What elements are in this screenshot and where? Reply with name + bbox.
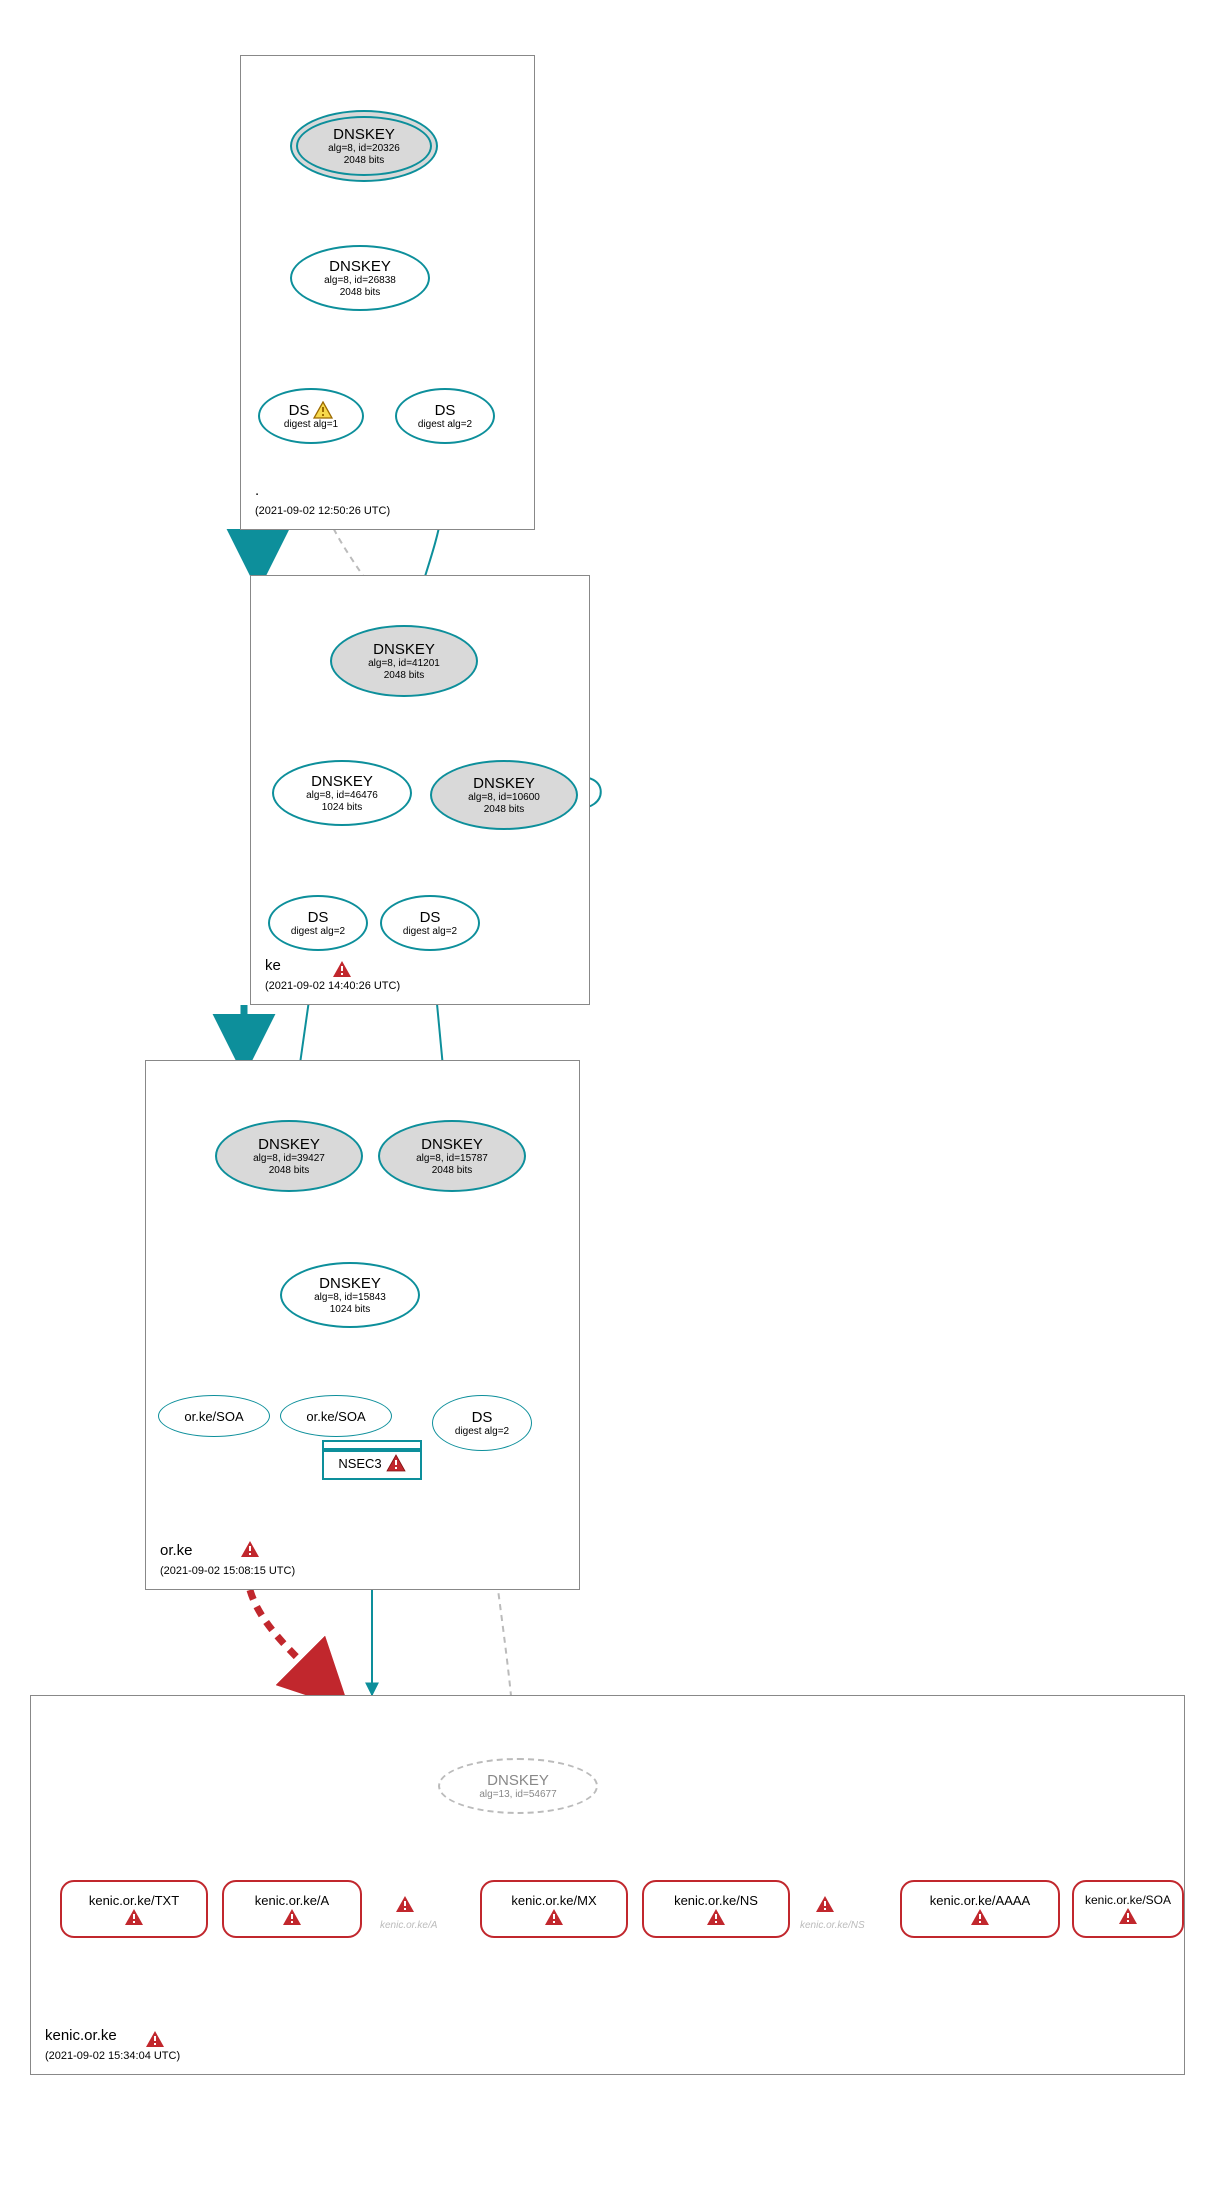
node-sub1: digest alg=2 xyxy=(455,1426,509,1438)
node-sub2: 1024 bits xyxy=(322,802,363,814)
node-kenic-a: kenic.or.ke/A xyxy=(222,1880,362,1938)
node-orke-ksk2: DNSKEY alg=8, id=15787 2048 bits xyxy=(378,1120,526,1192)
zone-kenic-label: kenic.or.ke xyxy=(45,2027,117,2044)
node-root-ksk: DNSKEY alg=8, id=20326 2048 bits xyxy=(290,110,438,182)
zone-orke-label: or.ke xyxy=(160,1542,193,1559)
node-orke-nsec3: NSEC3 xyxy=(322,1440,422,1480)
node-title: kenic.or.ke/A xyxy=(255,1893,329,1908)
node-kenic-mx: kenic.or.ke/MX xyxy=(480,1880,628,1938)
node-title: kenic.or.ke/MX xyxy=(511,1893,596,1908)
ds1-row: DS xyxy=(289,401,334,419)
node-orke-ds: DS digest alg=2 xyxy=(432,1395,532,1451)
error-icon xyxy=(124,1908,144,1926)
error-icon xyxy=(544,1908,564,1926)
node-title: DNSKEY xyxy=(329,258,391,275)
node-orke-zsk: DNSKEY alg=8, id=15843 1024 bits xyxy=(280,1262,420,1328)
node-sub2: 2048 bits xyxy=(484,804,525,816)
ghost-label-a: kenic.or.ke/A xyxy=(380,1920,437,1931)
node-sub1: alg=8, id=46476 xyxy=(306,790,378,802)
node-sub1: alg=8, id=41201 xyxy=(368,658,440,670)
node-sub2: 2048 bits xyxy=(384,670,425,682)
node-title: DNSKEY xyxy=(333,126,395,143)
node-title: or.ke/SOA xyxy=(306,1409,365,1424)
node-orke-soa1: or.ke/SOA xyxy=(158,1395,270,1437)
node-sub1: digest alg=2 xyxy=(291,926,345,938)
node-sub1: digest alg=2 xyxy=(418,419,472,431)
node-root-ds2: DS digest alg=2 xyxy=(395,388,495,444)
node-title: DNSKEY xyxy=(373,641,435,658)
node-sub2: 2048 bits xyxy=(340,287,381,299)
node-root-zsk: DNSKEY alg=8, id=26838 2048 bits xyxy=(290,245,430,311)
node-ke-zsk1: DNSKEY alg=8, id=46476 1024 bits xyxy=(272,760,412,826)
error-icon xyxy=(145,2030,165,2048)
node-title: or.ke/SOA xyxy=(184,1409,243,1424)
node-sub1: alg=8, id=39427 xyxy=(253,1153,325,1165)
node-title: DNSKEY xyxy=(319,1275,381,1292)
node-orke-soa2: or.ke/SOA xyxy=(280,1395,392,1437)
error-icon xyxy=(815,1895,835,1913)
node-title: kenic.or.ke/NS xyxy=(674,1893,758,1908)
node-orke-ksk1: DNSKEY alg=8, id=39427 2048 bits xyxy=(215,1120,363,1192)
node-sub1: alg=8, id=15787 xyxy=(416,1153,488,1165)
node-ke-ksk: DNSKEY alg=8, id=41201 2048 bits xyxy=(330,625,478,697)
node-sub1: alg=8, id=26838 xyxy=(324,275,396,287)
node-title: DNSKEY xyxy=(421,1136,483,1153)
node-title: DS xyxy=(472,1409,493,1426)
node-kenic-txt: kenic.or.ke/TXT xyxy=(60,1880,208,1938)
node-title: kenic.or.ke/TXT xyxy=(89,1893,179,1908)
node-title: NSEC3 xyxy=(338,1456,381,1471)
node-sub1: alg=8, id=15843 xyxy=(314,1292,386,1304)
zone-kenic-timestamp: (2021-09-02 15:34:04 UTC) xyxy=(45,2050,180,2062)
node-title: DNSKEY xyxy=(487,1772,549,1789)
error-icon xyxy=(386,1454,406,1472)
node-sub1: digest alg=2 xyxy=(403,926,457,938)
node-kenic-soa: kenic.or.ke/SOA xyxy=(1072,1880,1184,1938)
ghost-label-ns: kenic.or.ke/NS xyxy=(800,1920,865,1931)
node-sub1: alg=8, id=20326 xyxy=(328,143,400,155)
node-sub2: 2048 bits xyxy=(344,155,385,167)
node-sub1: alg=8, id=10600 xyxy=(468,792,540,804)
error-icon xyxy=(970,1908,990,1926)
zone-root-label: . xyxy=(255,482,259,499)
zone-ke-label: ke xyxy=(265,957,281,974)
node-kenic-ns: kenic.or.ke/NS xyxy=(642,1880,790,1938)
node-ke-ds2: DS digest alg=2 xyxy=(380,895,480,951)
node-title: kenic.or.ke/SOA xyxy=(1085,1893,1171,1907)
node-root-ds1: DS digest alg=1 xyxy=(258,388,364,444)
error-icon xyxy=(240,1540,260,1558)
nsec3-row: NSEC3 xyxy=(338,1454,405,1472)
error-icon xyxy=(395,1895,415,1913)
node-ke-ds1: DS digest alg=2 xyxy=(268,895,368,951)
node-sub1: alg=13, id=54677 xyxy=(479,1789,556,1801)
node-sub2: 2048 bits xyxy=(269,1165,310,1177)
node-ke-zsk2: DNSKEY alg=8, id=10600 2048 bits xyxy=(430,760,578,830)
node-title: DS xyxy=(289,402,310,419)
zone-ke-timestamp: (2021-09-02 14:40:26 UTC) xyxy=(265,980,400,992)
error-icon xyxy=(706,1908,726,1926)
node-sub2: 1024 bits xyxy=(330,1304,371,1316)
error-icon xyxy=(282,1908,302,1926)
node-sub1: digest alg=1 xyxy=(284,419,338,431)
node-kenic-dnskey: DNSKEY alg=13, id=54677 xyxy=(438,1758,598,1814)
node-title: DNSKEY xyxy=(473,775,535,792)
node-kenic-aaaa: kenic.or.ke/AAAA xyxy=(900,1880,1060,1938)
node-title: DS xyxy=(435,402,456,419)
zone-orke-timestamp: (2021-09-02 15:08:15 UTC) xyxy=(160,1565,295,1577)
warning-icon xyxy=(313,401,333,419)
node-title: DS xyxy=(420,909,441,926)
node-sub2: 2048 bits xyxy=(432,1165,473,1177)
node-title: DNSKEY xyxy=(258,1136,320,1153)
node-title: DS xyxy=(308,909,329,926)
error-icon xyxy=(332,960,352,978)
error-icon xyxy=(1118,1907,1138,1925)
node-title: DNSKEY xyxy=(311,773,373,790)
node-title: kenic.or.ke/AAAA xyxy=(930,1893,1030,1908)
zone-root-timestamp: (2021-09-02 12:50:26 UTC) xyxy=(255,505,390,517)
